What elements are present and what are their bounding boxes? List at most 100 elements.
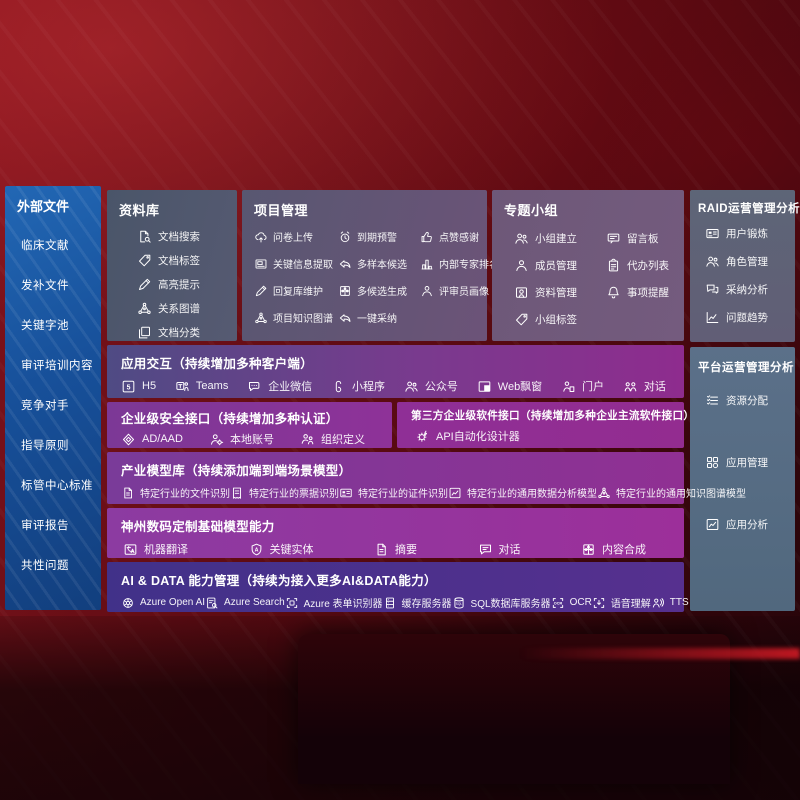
org-icon <box>300 432 315 447</box>
background-red-glow <box>520 648 800 659</box>
feature-item: 点赞感谢 <box>420 229 499 244</box>
panel-platform-analysis: 平台运营管理分析 资源分配 应用管理 应用分析 <box>690 347 795 611</box>
feature-item: API自动化设计器 <box>415 428 520 444</box>
panel-raid-analysis: RAID运营管理分析 用户锻炼 角色管理 采纳分析 问题趋势 <box>690 190 800 342</box>
feature-item: 特定行业的通用数据分析模型 <box>448 485 597 500</box>
row-interaction-title: 应用交互（持续增加多种客户端） <box>121 357 314 371</box>
people-icon <box>514 231 529 246</box>
wechat-icon <box>247 379 262 394</box>
feature-item: 一键采纳 <box>338 310 420 325</box>
feature-label: 文档分类 <box>158 327 200 339</box>
feature-item: 多候选生成 <box>338 283 420 298</box>
feature-label: 代办列表 <box>627 260 669 272</box>
feature-item: 企业微信 <box>247 378 312 394</box>
feature-item: 文档标签 <box>137 253 237 268</box>
row-aidata-title: AI & DATA 能力管理（持续为接入更多AI&DATA能力） <box>121 574 437 588</box>
feature-item: OCR <box>551 596 592 610</box>
feature-item: 关键信息提取 <box>254 256 338 271</box>
feature-label: 本地账号 <box>229 434 274 446</box>
list-icon <box>705 393 720 408</box>
sidebar-item-label: 发补文件 <box>21 280 69 292</box>
feature-label: 特定行业的通用数据分析模型 <box>467 489 597 500</box>
feature-item: 本地账号 <box>209 431 274 447</box>
sidebar-item-label: 临床文献 <box>21 240 69 252</box>
feature-item: H5 <box>121 379 156 394</box>
bell-icon <box>606 285 621 300</box>
feature-label: 角色管理 <box>726 256 768 268</box>
feature-item: 内容合成 <box>581 541 646 557</box>
feature-label: 回复库维护 <box>273 287 323 298</box>
sidebar-list: 临床文献 发补文件 关键字池 审评培训内容 竞争对手 指导原则 标管中心标准 审… <box>5 215 101 573</box>
feature-label: Azure Open AI <box>140 597 206 608</box>
feature-item: Teams <box>175 379 228 394</box>
doc-search-icon <box>137 229 152 244</box>
id-card-icon <box>705 226 720 241</box>
row-models-title: 产业模型库（持续添加端到端场景模型） <box>121 464 352 478</box>
people-icon <box>705 254 720 269</box>
background-device-silhouette <box>298 634 730 784</box>
panel-project-grid: 问卷上传 到期预警 点赞感谢 关键信息提取 多样本候选 内部专家排名 回复库维护 <box>242 223 499 325</box>
feature-label: 点赞感谢 <box>439 233 479 244</box>
azure-search-icon <box>205 596 219 610</box>
feature-label: 小程序 <box>352 381 386 393</box>
feature-item: 特定行业的票据识别 <box>230 485 339 500</box>
panel-platform-title: 平台运营管理分析 <box>698 362 794 374</box>
panel-library-list: 文档搜索 文档标签 高亮提示 关系图谱 文档分类 <box>107 223 237 340</box>
panel-library: 资料库 文档搜索 文档标签 高亮提示 关系图谱 文档分类 <box>107 190 237 341</box>
feature-label: 成员管理 <box>535 260 577 272</box>
trend-icon <box>705 310 720 325</box>
feature-item: 小组建立 <box>514 231 606 246</box>
tts-icon <box>651 596 665 610</box>
id-card-icon <box>339 486 353 500</box>
sidebar-item-label: 竞争对手 <box>21 400 69 412</box>
docs-icon <box>137 325 152 340</box>
feature-item: 小程序 <box>331 378 385 394</box>
panel-library-title: 资料库 <box>119 203 160 218</box>
portal-icon <box>561 379 576 394</box>
row-foundation-models: 神州数码定制基础模型能力 机器翻译 关键实体 摘要 对话 内容合成 <box>107 508 684 558</box>
feature-item: 评审员画像 <box>420 283 499 298</box>
feature-label: 评审员画像 <box>439 287 489 298</box>
sidebar-item-label: 审评培训内容 <box>21 360 93 372</box>
api-gear-icon <box>415 429 430 444</box>
feature-label: 应用管理 <box>726 457 768 469</box>
feature-label: 项目知识图谱 <box>273 314 333 325</box>
chart-box-icon <box>448 486 462 500</box>
shield-icon <box>121 432 136 447</box>
row-interaction-list: H5 Teams 企业微信 小程序 公众号 Web飘窗 门户 对 <box>121 378 670 394</box>
clipboard-icon <box>606 258 621 273</box>
row-aidata-list: Azure Open AI Azure Search Azure 表单识别器 缓… <box>121 595 689 610</box>
reply-icon <box>338 257 352 271</box>
feature-item: 回复库维护 <box>254 283 338 298</box>
feature-item: 内部专家排名 <box>420 256 499 271</box>
sidebar-item-label: 标管中心标准 <box>21 480 93 492</box>
feature-item: Azure Search <box>205 596 285 610</box>
feature-item: 缓存服务器 <box>383 595 452 610</box>
sidebar-external-files: 外部文件 临床文献 发补文件 关键字池 审评培训内容 竞争对手 指导原则 标管中… <box>5 186 101 610</box>
tag-icon <box>514 312 529 327</box>
feature-item: 门户 <box>561 378 604 394</box>
feature-item: SQL数据库服务器 <box>452 595 551 610</box>
row-thirdparty-title: 第三方企业级软件接口（持续增加多种企业主流软件接口） <box>411 410 695 422</box>
feature-item: 对话 <box>623 378 666 394</box>
feature-item: Web飘窗 <box>477 378 542 394</box>
sidebar-item: 审评报告 <box>21 517 101 533</box>
teams-icon <box>175 379 190 394</box>
feature-label: 多候选生成 <box>357 287 407 298</box>
compose-icon <box>581 542 596 557</box>
sql-db-icon <box>452 596 466 610</box>
feature-label: 缓存服务器 <box>401 599 452 610</box>
sidebar-item: 关键字池 <box>21 317 101 333</box>
feature-item: 角色管理 <box>705 254 795 269</box>
feature-label: 应用分析 <box>726 519 768 531</box>
cloud-up-icon <box>254 230 268 244</box>
sidebar-item: 共性问题 <box>21 557 101 573</box>
feature-label: Azure Search <box>224 597 285 608</box>
person-icon <box>420 284 434 298</box>
feature-item: 关系图谱 <box>137 301 237 316</box>
feature-item: 多样本候选 <box>338 256 420 271</box>
feature-label: AD/AAD <box>142 433 183 445</box>
network-icon <box>137 301 152 316</box>
feature-label: API自动化设计器 <box>436 431 520 443</box>
